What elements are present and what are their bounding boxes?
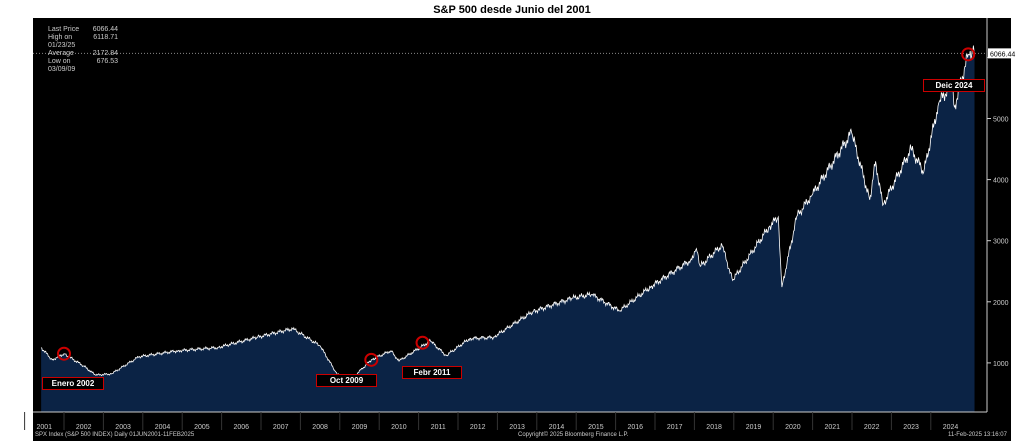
x-tick-label: 2002 [76,424,92,431]
footer-center: Copyright© 2025 Bloomberg Finance L.P. [518,432,629,438]
x-tick-label: 2001 [37,424,53,431]
annotation-label: Deic 2024 [923,79,985,92]
x-tick-label: 2008 [312,424,328,431]
x-tick-label: 2024 [943,424,959,431]
x-tick-label: 2018 [706,424,722,431]
last-price-label: 6066.44 [990,51,1015,58]
x-tick-label: 2006 [234,424,250,431]
chart-title: S&P 500 desde Junio del 2001 [433,4,591,16]
x-tick-label: 2014 [549,424,565,431]
annotation-label: Enero 2002 [42,377,104,390]
annotation-circle [57,346,71,361]
x-tick-label: 2012 [470,424,486,431]
footer-left: SPX Index (S&P 500 INDEX) Daily 01JUN200… [35,432,195,438]
last-price-tag [988,48,1022,59]
x-tick-label: 2016 [628,424,644,431]
x-tick-label: 2007 [273,424,289,431]
x-tick-label: 2022 [864,424,880,431]
y-tick-label: 2000 [993,300,1009,307]
y-tick-label: 3000 [993,239,1009,246]
annotation-label: Febr 2011 [402,366,462,379]
x-tick-label: 2011 [431,424,446,431]
legend-item: Last Price 6066.44 [48,26,118,33]
x-tick-label: 2019 [746,424,762,431]
x-tick-label: 2017 [667,424,683,431]
annotation-circle [364,352,379,367]
x-tick-label: 2021 [825,424,841,431]
footer-right: 11-Feb-2025 13:16:07 [948,432,1007,438]
x-tick-label: 2010 [391,424,407,431]
y-tick-label: 1000 [993,361,1009,368]
area-fill [41,45,975,412]
annotation-circle [961,47,976,62]
price-line [40,45,975,384]
x-tick-label: 2020 [785,424,801,431]
annotation-label: Oct 2009 [316,374,377,387]
x-tick-label: 2015 [588,424,604,431]
x-tick-label: 2003 [115,424,131,431]
legend-item: Average 2172.84 [48,50,118,57]
y-tick-label: 4000 [993,178,1009,185]
x-tick-label: 2009 [352,424,368,431]
x-tick-label: 2004 [155,424,171,431]
x-tick-label: 2005 [194,424,210,431]
legend-item: High on 01/23/25 6118.71 [48,34,118,49]
legend: Last Price 6066.44 High on 01/23/25 6118.7… [38,26,118,74]
x-tick-label: 2023 [903,424,919,431]
x-tick-label: 2013 [509,424,525,431]
legend-item: Low on 03/09/09 676.53 [48,58,118,73]
annotation-circle [415,335,430,350]
y-tick-label: 5000 [993,117,1009,124]
